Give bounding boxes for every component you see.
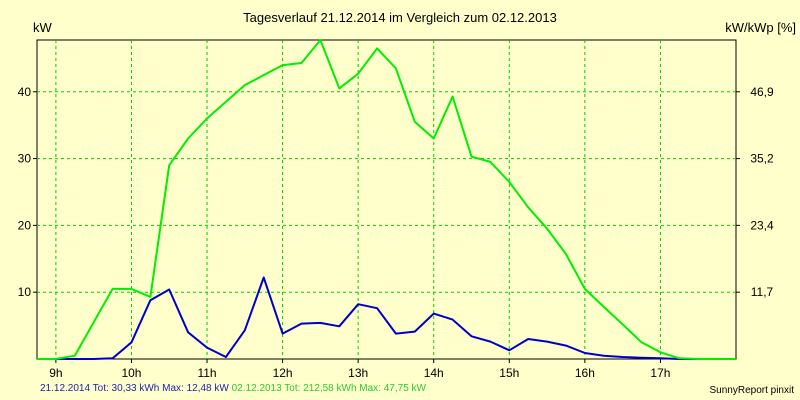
x-tick-label: 14h — [424, 366, 444, 380]
credit-text: SunnyReport pinxit — [709, 385, 795, 396]
y-tick-label-right: 35,2 — [750, 152, 774, 166]
x-tick-label: 11h — [197, 366, 216, 380]
x-tick-label: 17h — [650, 366, 670, 380]
plot-frame — [36, 39, 737, 360]
x-tick-label: 9h — [49, 366, 62, 380]
series1-summary: 21.12.2014 Tot: 30,33 kWh Max: 12,48 kW — [40, 383, 229, 394]
grid-layer — [37, 40, 736, 359]
x-tick-label: 10h — [121, 366, 141, 380]
y-axis-left-label: kW — [33, 20, 52, 35]
x-tick-label: 13h — [348, 366, 368, 380]
x-tick-label: 12h — [273, 366, 293, 380]
y-tick-label-right: 11,7 — [751, 285, 774, 299]
axis-layer: 9h 10h 11h 12h 13h 14h 15h 16h 17h 10 11,7 20 23,4 30… — [18, 85, 774, 380]
y-tick-label-left: 20 — [18, 218, 32, 232]
chart-title: Tagesverlauf 21.12.2014 im Vergleich zum… — [243, 10, 557, 25]
y-tick-label-left: 10 — [18, 285, 32, 299]
series-line-1 — [37, 276, 736, 360]
footer-summary: 21.12.2014 Tot: 30,33 kWh Max: 12,48 kW … — [40, 383, 426, 394]
y-tick-label-left: 40 — [18, 85, 32, 99]
series2-summary: 02.12.2013 Tot: 212,58 kWh Max: 47,75 kW — [231, 383, 426, 394]
y-tick-label-right: 46,9 — [750, 85, 774, 99]
series-line-2 — [37, 39, 736, 360]
y-axis-right-label: kW/kWp [%] — [725, 20, 796, 35]
series-layer — [37, 39, 736, 360]
x-tick-label: 15h — [499, 366, 519, 380]
x-tick-label: 16h — [575, 366, 595, 380]
y-tick-label-left: 30 — [18, 152, 32, 166]
y-tick-label-right: 23,4 — [750, 218, 774, 232]
